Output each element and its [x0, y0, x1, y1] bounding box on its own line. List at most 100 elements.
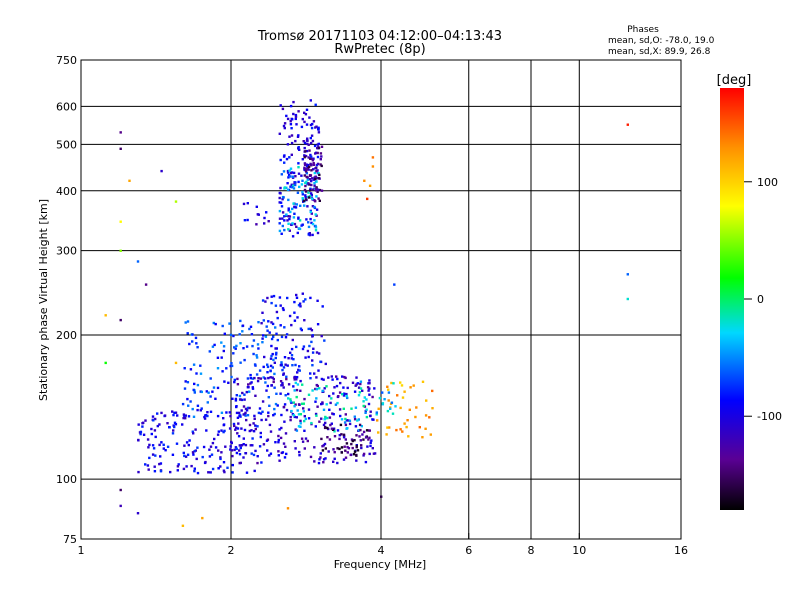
data-point-926 — [278, 428, 281, 431]
data-point-1040 — [276, 316, 279, 320]
data-point-930 — [327, 376, 330, 379]
data-point-922 — [328, 416, 332, 419]
data-point-1086 — [321, 389, 324, 393]
data-point-725 — [283, 403, 287, 406]
data-point-431 — [251, 437, 254, 440]
data-point-830 — [277, 434, 280, 438]
data-point-113 — [294, 175, 297, 178]
data-point-327 — [307, 182, 310, 185]
data-point-861 — [245, 418, 248, 422]
data-point-661 — [239, 361, 242, 364]
data-point-295 — [304, 184, 307, 188]
data-point-1081 — [301, 383, 304, 386]
data-point-148 — [289, 171, 293, 175]
data-point-381 — [201, 455, 204, 459]
data-point-66 — [305, 149, 309, 153]
data-point-571 — [281, 381, 284, 385]
data-point-647 — [191, 407, 194, 411]
data-point-118 — [294, 117, 297, 121]
data-point-793 — [369, 444, 372, 448]
data-point-370 — [196, 446, 199, 449]
data-point-945 — [285, 377, 288, 381]
data-point-679 — [273, 372, 276, 376]
data-point-175 — [279, 192, 282, 195]
data-point-1189 — [368, 429, 371, 432]
data-point-630 — [258, 369, 262, 372]
data-point-151 — [278, 132, 281, 135]
data-point-427 — [154, 417, 157, 421]
data-point-617 — [192, 388, 195, 392]
data-point-1024 — [266, 365, 270, 369]
data-point-498 — [217, 467, 220, 470]
data-point-531 — [151, 453, 155, 456]
data-point-271 — [310, 169, 313, 172]
data-point-8 — [289, 185, 292, 188]
data-point-301 — [319, 158, 322, 161]
data-point-1039 — [302, 300, 305, 303]
data-point-1252 — [119, 147, 122, 150]
data-point-215 — [311, 222, 315, 226]
data-point-313 — [317, 146, 321, 150]
data-point-421 — [243, 428, 247, 432]
data-point-580 — [208, 350, 211, 353]
data-point-226 — [307, 191, 310, 194]
data-point-543 — [195, 372, 198, 375]
data-point-836 — [355, 383, 358, 386]
data-point-772 — [241, 391, 244, 395]
data-point-342 — [249, 444, 252, 447]
data-point-206 — [298, 219, 302, 222]
data-point-741 — [293, 415, 296, 419]
data-point-384 — [146, 464, 150, 467]
data-point-353 — [172, 429, 175, 432]
data-point-583 — [184, 380, 187, 383]
data-point-356 — [195, 457, 198, 461]
data-point-52 — [291, 235, 295, 238]
data-point-673 — [191, 340, 194, 343]
data-point-834 — [366, 445, 369, 448]
colorbar-label: [deg] — [717, 73, 752, 88]
data-point-1055 — [298, 369, 301, 372]
data-point-638 — [274, 353, 278, 356]
data-point-1094 — [302, 410, 305, 413]
data-point-524 — [158, 462, 161, 466]
data-point-1064 — [298, 302, 302, 305]
data-point-828 — [287, 392, 290, 396]
data-point-248 — [280, 173, 283, 176]
data-point-787 — [344, 413, 347, 416]
data-point-324 — [318, 173, 321, 177]
data-point-450 — [187, 415, 191, 418]
data-point-682 — [272, 358, 275, 362]
data-point-1143 — [346, 445, 349, 449]
data-point-840 — [363, 405, 367, 408]
data-point-499 — [184, 455, 188, 458]
data-point-586 — [189, 400, 192, 403]
data-point-363 — [151, 444, 155, 447]
data-point-328 — [315, 170, 318, 173]
data-point-938 — [289, 418, 292, 422]
data-point-765 — [280, 384, 283, 387]
data-point-796 — [248, 429, 251, 433]
data-point-1063 — [271, 352, 274, 356]
data-point-600 — [248, 390, 251, 393]
data-point-569 — [257, 347, 260, 350]
data-point-827 — [271, 376, 274, 379]
data-point-9 — [312, 178, 315, 181]
data-point-255 — [291, 175, 295, 178]
data-point-42 — [303, 141, 307, 145]
data-point-1255 — [119, 249, 122, 252]
data-point-1267 — [181, 524, 185, 527]
data-point-201 — [289, 167, 293, 170]
data-point-1087 — [359, 387, 363, 390]
data-point-699 — [246, 406, 250, 410]
data-point-897 — [338, 408, 342, 411]
data-point-511 — [182, 451, 185, 455]
data-point-1157 — [350, 442, 353, 446]
chart-subtitle: RwPretec (8p) — [334, 42, 425, 57]
data-point-757 — [253, 376, 256, 380]
data-point-900 — [356, 382, 359, 385]
data-point-1248 — [389, 407, 392, 410]
data-point-1213 — [399, 406, 402, 410]
data-point-377 — [171, 410, 174, 413]
data-point-1076 — [289, 400, 292, 403]
data-point-385 — [231, 463, 234, 467]
